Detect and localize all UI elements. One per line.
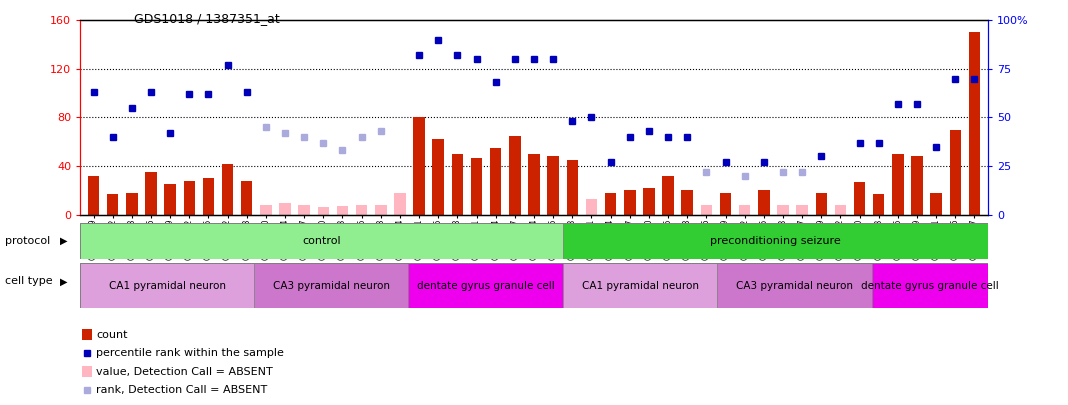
- Bar: [413, 117, 425, 215]
- Bar: [892, 154, 904, 215]
- Bar: [563, 263, 718, 308]
- Bar: [509, 136, 520, 215]
- Bar: [969, 32, 980, 215]
- Bar: [471, 158, 483, 215]
- Bar: [720, 193, 732, 215]
- Bar: [241, 181, 252, 215]
- Bar: [563, 223, 988, 259]
- Text: dentate gyrus granule cell: dentate gyrus granule cell: [861, 281, 999, 290]
- Bar: [797, 205, 807, 215]
- Bar: [871, 263, 988, 308]
- Bar: [254, 263, 408, 308]
- Text: CA1 pyramidal neuron: CA1 pyramidal neuron: [582, 281, 698, 290]
- Bar: [317, 207, 329, 215]
- Bar: [701, 205, 712, 215]
- Text: protocol: protocol: [5, 236, 50, 246]
- Bar: [298, 205, 310, 215]
- Text: ▶: ▶: [60, 236, 68, 246]
- Text: CA1 pyramidal neuron: CA1 pyramidal neuron: [109, 281, 225, 290]
- Bar: [88, 176, 99, 215]
- Text: ▶: ▶: [60, 277, 68, 286]
- Text: control: control: [302, 236, 341, 246]
- Text: preconditioning seizure: preconditioning seizure: [710, 236, 841, 246]
- Bar: [739, 205, 751, 215]
- Bar: [433, 139, 444, 215]
- Bar: [949, 130, 961, 215]
- Text: percentile rank within the sample: percentile rank within the sample: [96, 348, 284, 358]
- Bar: [408, 263, 563, 308]
- Bar: [145, 172, 157, 215]
- Text: count: count: [96, 330, 127, 339]
- Bar: [548, 156, 559, 215]
- Bar: [184, 181, 195, 215]
- Text: rank, Detection Call = ABSENT: rank, Detection Call = ABSENT: [96, 386, 267, 395]
- Bar: [624, 190, 635, 215]
- Bar: [911, 156, 923, 215]
- Bar: [718, 263, 871, 308]
- Text: cell type: cell type: [5, 277, 53, 286]
- Bar: [336, 206, 348, 215]
- Bar: [873, 194, 884, 215]
- Text: CA3 pyramidal neuron: CA3 pyramidal neuron: [736, 281, 853, 290]
- Text: GDS1018 / 1387351_at: GDS1018 / 1387351_at: [134, 12, 279, 25]
- Bar: [566, 160, 578, 215]
- Bar: [490, 148, 502, 215]
- Bar: [356, 205, 367, 215]
- Bar: [604, 193, 616, 215]
- Text: CA3 pyramidal neuron: CA3 pyramidal neuron: [272, 281, 390, 290]
- Bar: [529, 154, 539, 215]
- Bar: [681, 190, 693, 215]
- Bar: [662, 176, 674, 215]
- Bar: [643, 188, 655, 215]
- Text: value, Detection Call = ABSENT: value, Detection Call = ABSENT: [96, 367, 272, 377]
- Bar: [80, 263, 254, 308]
- Bar: [930, 193, 942, 215]
- Bar: [778, 205, 789, 215]
- Bar: [279, 202, 290, 215]
- Bar: [452, 154, 464, 215]
- Bar: [164, 184, 176, 215]
- Bar: [853, 182, 865, 215]
- Text: dentate gyrus granule cell: dentate gyrus granule cell: [417, 281, 554, 290]
- Bar: [585, 199, 597, 215]
- Bar: [126, 193, 138, 215]
- Bar: [80, 223, 563, 259]
- Bar: [816, 193, 827, 215]
- Bar: [107, 194, 119, 215]
- Bar: [222, 164, 233, 215]
- Bar: [375, 205, 387, 215]
- Bar: [835, 205, 846, 215]
- Bar: [758, 190, 770, 215]
- Bar: [82, 366, 92, 377]
- Bar: [82, 329, 92, 340]
- Bar: [394, 193, 406, 215]
- Bar: [261, 205, 271, 215]
- Bar: [203, 178, 215, 215]
